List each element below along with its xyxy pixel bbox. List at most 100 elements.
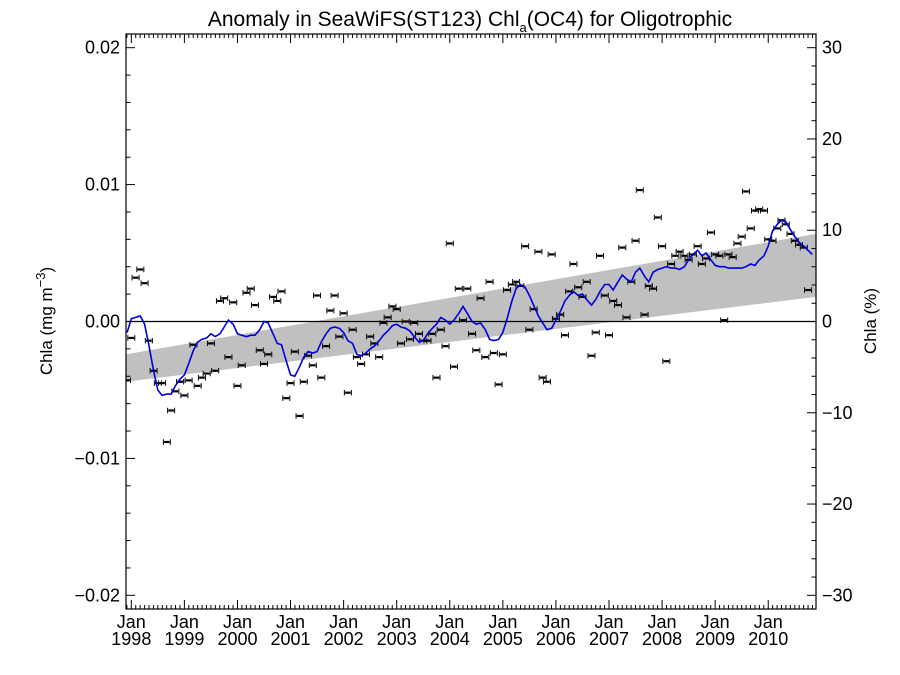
anomaly-point bbox=[720, 317, 729, 323]
y2-tick-label: −30 bbox=[822, 585, 853, 605]
anomaly-point bbox=[246, 285, 255, 292]
anomaly-point bbox=[631, 237, 640, 244]
anomaly-point bbox=[569, 261, 578, 267]
chart-title: Anomaly in SeaWiFS(ST123) Chla(OC4) for … bbox=[208, 8, 732, 35]
anomaly-point bbox=[706, 229, 715, 236]
anomaly-point bbox=[220, 295, 229, 301]
x-tick-month-label: Jan bbox=[329, 612, 358, 632]
anomaly-point bbox=[282, 395, 291, 401]
anomaly-point bbox=[582, 279, 591, 285]
anomaly-point bbox=[485, 279, 494, 285]
anomaly-point bbox=[542, 379, 551, 385]
x-tick-month-label: Jan bbox=[754, 612, 783, 632]
x-tick-year-label: 2010 bbox=[748, 629, 788, 649]
anomaly-point bbox=[432, 374, 441, 381]
y-tick-label: 0.00 bbox=[85, 312, 120, 332]
anomaly-point bbox=[728, 254, 737, 260]
anomaly-point bbox=[339, 310, 348, 317]
anomaly-point bbox=[375, 354, 384, 360]
anomaly-point bbox=[454, 285, 463, 292]
anomaly-point bbox=[662, 358, 671, 364]
anomaly-point bbox=[618, 244, 627, 251]
anomaly-point bbox=[326, 307, 335, 314]
x-tick-year-label: 2005 bbox=[483, 629, 523, 649]
anomaly-point bbox=[498, 351, 507, 358]
anomaly-point bbox=[308, 362, 317, 369]
x-tick-month-label: Jan bbox=[701, 612, 730, 632]
anomaly-point bbox=[512, 279, 521, 285]
x-tick-year-label: 2007 bbox=[589, 629, 629, 649]
y-tick-label: −0.01 bbox=[74, 448, 120, 468]
anomaly-point bbox=[609, 298, 618, 304]
anomaly-point bbox=[591, 329, 600, 336]
anomaly-point bbox=[255, 347, 264, 353]
anomaly-point bbox=[560, 332, 569, 338]
anomaly-point bbox=[158, 380, 167, 386]
anomaly-point bbox=[343, 389, 352, 396]
anomaly-point bbox=[366, 333, 375, 340]
anomaly-point bbox=[737, 233, 746, 240]
chart-title-main: Anomaly in SeaWiFS(ST123) Chl bbox=[208, 8, 520, 31]
anomaly-point bbox=[525, 326, 534, 333]
x-tick-month-label: Jan bbox=[648, 612, 677, 632]
anomaly-point bbox=[335, 333, 344, 340]
anomaly-point bbox=[675, 248, 684, 255]
anomaly-point bbox=[250, 302, 259, 308]
anomaly-point bbox=[445, 240, 454, 247]
x-tick-year-label: 2000 bbox=[217, 629, 257, 649]
anomaly-point bbox=[144, 337, 153, 344]
anomaly-point bbox=[405, 336, 414, 343]
anomaly-point bbox=[640, 311, 649, 318]
x-tick-year-label: 2002 bbox=[324, 629, 364, 649]
anomaly-point bbox=[538, 374, 547, 381]
anomaly-point bbox=[614, 302, 623, 308]
anomaly-point bbox=[521, 243, 530, 249]
chart-title-subscript: a bbox=[519, 20, 527, 35]
anomaly-point bbox=[804, 287, 813, 293]
x-tick-year-label: 1999 bbox=[164, 629, 204, 649]
anomaly-point bbox=[396, 340, 405, 347]
x-tick-year-label: 2006 bbox=[536, 629, 576, 649]
trend-band bbox=[126, 233, 816, 382]
anomaly-point bbox=[242, 290, 251, 296]
anomaly-point bbox=[600, 292, 609, 299]
plot-area bbox=[126, 187, 816, 445]
x-tick-month-label: Jan bbox=[170, 612, 199, 632]
anomaly-point bbox=[126, 377, 132, 384]
anomaly-point bbox=[741, 188, 750, 195]
anomaly-point bbox=[299, 379, 308, 385]
anomaly-point bbox=[140, 280, 149, 286]
anomaly-point bbox=[463, 285, 472, 292]
anomaly-point bbox=[414, 331, 423, 337]
anomaly-point bbox=[180, 392, 189, 399]
x-tick-month-label: Jan bbox=[117, 612, 146, 632]
anomaly-point bbox=[197, 374, 206, 381]
anomaly-point bbox=[733, 240, 742, 247]
anomaly-point bbox=[587, 352, 596, 359]
anomaly-point bbox=[290, 348, 299, 355]
anomaly-point bbox=[715, 253, 724, 259]
y-tick-label: −0.02 bbox=[74, 585, 120, 605]
anomaly-point bbox=[167, 407, 176, 414]
x-tick-month-label: Jan bbox=[276, 612, 305, 632]
anomaly-point bbox=[295, 413, 304, 419]
anomaly-point bbox=[131, 274, 140, 281]
anomaly-point bbox=[595, 253, 604, 259]
anomaly-point bbox=[658, 243, 667, 249]
anomaly-point bbox=[697, 261, 706, 267]
x-tick-month-label: Jan bbox=[382, 612, 411, 632]
x-tick-year-label: 1998 bbox=[111, 629, 151, 649]
anomaly-point bbox=[136, 266, 145, 273]
y-tick-label: 0.02 bbox=[85, 38, 120, 58]
y-tick-label: 0.01 bbox=[85, 175, 120, 195]
anomaly-point bbox=[233, 383, 242, 389]
y2-tick-label: 20 bbox=[822, 129, 842, 149]
anomaly-point bbox=[237, 362, 246, 369]
anomaly-point bbox=[206, 340, 215, 347]
anomaly-point bbox=[468, 331, 477, 337]
anomaly-point bbox=[211, 368, 220, 374]
anomaly-point bbox=[503, 287, 512, 293]
anomaly-point bbox=[184, 377, 193, 384]
anomaly-point bbox=[693, 243, 702, 249]
